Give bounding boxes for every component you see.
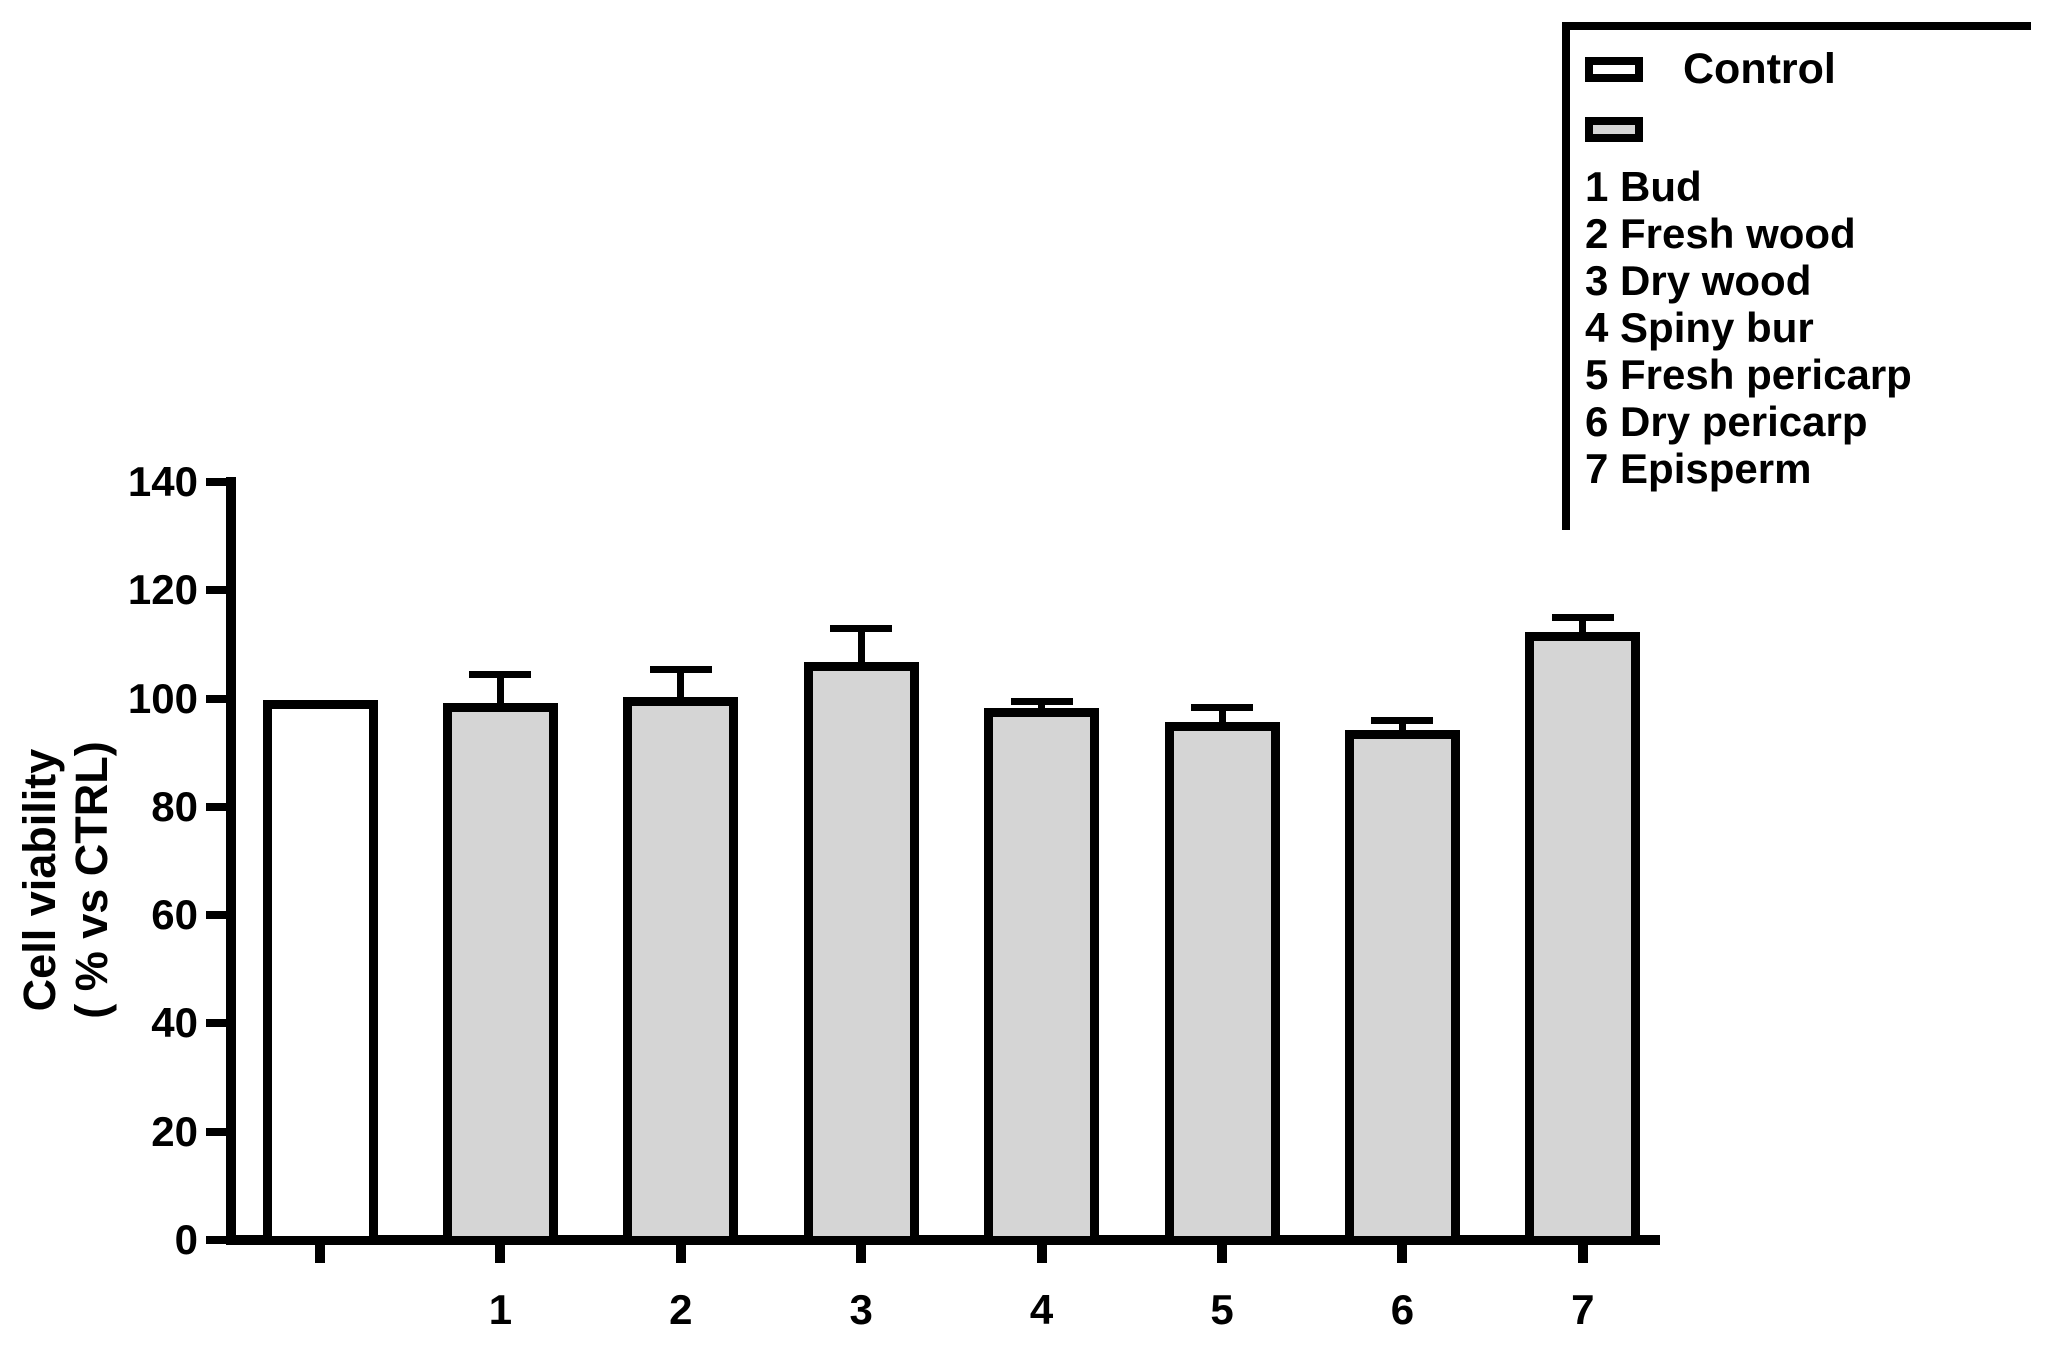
y-tick bbox=[206, 694, 228, 703]
y-tick-label: 20 bbox=[151, 1107, 198, 1155]
y-tick bbox=[206, 478, 228, 487]
x-tick-label: 5 bbox=[1210, 1286, 1234, 1333]
legend-item-list: 1 Bud 2 Fresh wood 3 Dry wood 4 Spiny bur 5 … bbox=[1585, 163, 2031, 492]
y-tick bbox=[206, 802, 228, 811]
bar-fresh-wood bbox=[623, 697, 739, 1245]
error-bar-line bbox=[857, 629, 865, 672]
x-tick-label: 2 bbox=[669, 1286, 693, 1333]
legend-item: 5 Fresh pericarp bbox=[1585, 351, 1912, 398]
x-tick-label: 1 bbox=[488, 1286, 513, 1333]
x-tick bbox=[856, 1245, 867, 1263]
error-bar-cap bbox=[469, 671, 532, 679]
y-tick bbox=[206, 911, 228, 920]
x-tick-label: 6 bbox=[1390, 1286, 1415, 1333]
y-tick-label: 80 bbox=[151, 782, 198, 830]
error-bar-cap bbox=[1551, 614, 1614, 622]
legend: Control 1 Bud 2 Fresh wood 3 Dry wood 4 Spi… bbox=[1562, 22, 2031, 530]
legend-item: 7 Episperm bbox=[1585, 445, 1812, 492]
error-bar-line bbox=[1579, 618, 1587, 642]
bar-episperm bbox=[1525, 632, 1641, 1245]
error-bar-cap bbox=[830, 625, 893, 633]
bar-spiny-bur bbox=[984, 708, 1100, 1245]
legend-item: 4 Spiny bur bbox=[1585, 304, 1814, 351]
treatment-swatch-icon bbox=[1585, 117, 1643, 142]
error-bar-cap bbox=[1191, 703, 1253, 711]
y-axis-line bbox=[226, 477, 236, 1245]
control-swatch-icon bbox=[1585, 57, 1643, 82]
error-bar-line bbox=[1398, 721, 1406, 739]
bar-dry-wood bbox=[803, 662, 919, 1245]
x-tick bbox=[675, 1245, 686, 1263]
legend-item: 6 Dry pericarp bbox=[1585, 398, 1868, 445]
bar-bud bbox=[442, 702, 558, 1245]
x-axis-line bbox=[226, 1235, 1660, 1245]
bar-control bbox=[262, 700, 378, 1245]
x-tick-label: 4 bbox=[1029, 1286, 1054, 1333]
y-tick-label: 0 bbox=[174, 1216, 198, 1263]
y-tick-label: 40 bbox=[151, 999, 198, 1047]
error-bar-cap bbox=[1010, 698, 1073, 706]
x-tick-label: 3 bbox=[849, 1286, 873, 1333]
legend-item: 3 Dry wood bbox=[1585, 257, 1812, 304]
error-bar-cap bbox=[649, 665, 712, 673]
error-bar-line bbox=[1038, 702, 1046, 718]
y-tick bbox=[206, 1236, 228, 1244]
x-tick bbox=[1036, 1245, 1047, 1263]
error-bar-line bbox=[677, 669, 685, 707]
y-tick-label: 60 bbox=[151, 891, 198, 939]
x-tick bbox=[1397, 1245, 1408, 1263]
error-bar-line bbox=[496, 675, 504, 712]
y-tick-label: 100 bbox=[127, 674, 198, 722]
bar-dry-pericarp bbox=[1344, 729, 1460, 1245]
error-bar-line bbox=[1218, 707, 1226, 731]
y-tick bbox=[206, 1019, 228, 1028]
legend-item: 2 Fresh wood bbox=[1585, 210, 1856, 257]
legend-row-treatment bbox=[1585, 117, 2031, 142]
legend-item: 1 Bud bbox=[1585, 163, 1702, 210]
y-tick bbox=[206, 1127, 228, 1136]
error-bar-cap bbox=[1371, 717, 1434, 725]
legend-control-label: Control bbox=[1683, 45, 1836, 93]
x-tick bbox=[1577, 1245, 1588, 1263]
legend-row-control: Control bbox=[1585, 45, 2031, 93]
x-tick bbox=[315, 1245, 325, 1263]
y-tick-label: 120 bbox=[127, 566, 198, 614]
x-tick-label: 7 bbox=[1571, 1286, 1595, 1333]
x-tick bbox=[495, 1245, 506, 1263]
bar-fresh-pericarp bbox=[1164, 721, 1280, 1245]
y-tick-label: 140 bbox=[127, 458, 198, 506]
x-tick bbox=[1217, 1245, 1227, 1263]
y-tick bbox=[206, 586, 228, 595]
